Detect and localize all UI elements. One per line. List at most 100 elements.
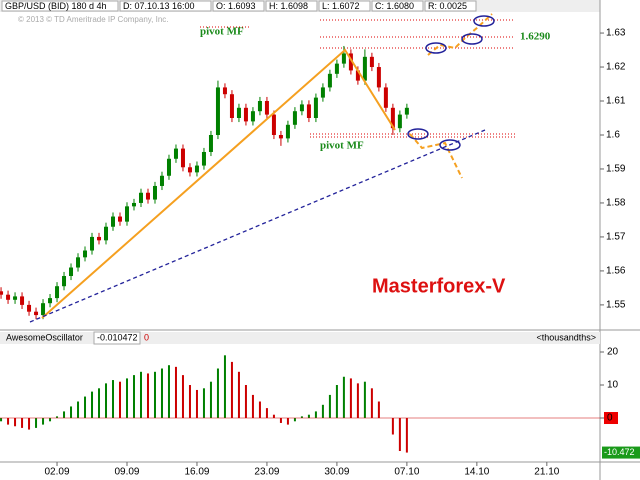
reading-box [93,331,141,345]
y-tick-label: 1.57 [606,232,626,243]
oscillator-bar [251,394,254,419]
candle-body [264,101,269,115]
candle-body [62,276,67,287]
oscillator-bar [70,406,73,419]
info-text: GBP/USD (BID) 180 d 4h [5,1,107,11]
info-box [371,0,424,12]
oscillator-bar [244,385,247,419]
oscillator-reading: -0.010472 [97,332,138,342]
y-tick-label: 1.62 [606,62,626,73]
x-tick-label: 02.09 [45,467,70,478]
x-tick-label: 21.10 [534,467,559,478]
oscillator-bar [0,332,600,344]
oscillator-bar [188,385,191,419]
oscillator-bar [63,411,66,419]
candle-body [111,216,116,227]
candle-body [173,148,178,159]
candle-body [145,192,150,200]
candle-body [76,257,81,268]
info-text: H: 1.6098 [269,1,308,11]
candle-body [299,104,304,112]
y-tick-label: 1.61 [606,96,626,107]
oscillator-bar [321,404,324,419]
oscillator-bar [398,418,401,452]
oscillator-bar [91,391,94,419]
oscillator-bar [293,418,296,422]
oscillator-bar [181,375,184,419]
oscillator-bar [223,355,226,419]
y-tick-label: 1.59 [606,164,626,175]
oscillator-bar [342,376,345,419]
candle-body [222,87,227,95]
oscillator-bar [28,418,31,430]
oscillator-bar [112,380,115,419]
oscillator-bar [370,388,373,419]
oscillator-bar [377,401,380,419]
info-text: O: 1.6093 [216,1,256,11]
candle-body [83,250,88,258]
candle-body [187,167,192,173]
candle-body [208,134,213,152]
oscillator-bar [174,366,177,419]
oscillator-bar [14,418,17,427]
candle-body [55,286,60,299]
candle-body [201,151,206,166]
annotation: pivot MF [200,26,244,38]
oscillator-bar [272,414,275,419]
info-box [318,0,371,12]
oscillator-bar [237,371,240,419]
oscillator-bar [286,418,289,425]
info-text: R: 0.0025 [428,1,467,11]
candle-body [13,296,18,300]
candle-body [327,73,332,88]
candle-body [285,124,290,139]
info-box [1,0,119,12]
candle-body [118,216,122,222]
candle-body [131,202,136,207]
y-tick-label: 20 [607,347,619,358]
marker-ellipse [473,15,495,27]
x-tick-label: 23.09 [254,467,279,478]
marker-ellipse [425,42,447,54]
y-tick-label: 1.56 [606,266,626,277]
oscillator-bar [98,388,101,419]
candle-body [257,101,262,112]
x-tick-label: 14.10 [464,467,489,478]
zero-box [604,412,618,425]
info-text: D: 07.10.13 16:00 [123,1,195,11]
candle-body [243,107,248,122]
wave-line [41,48,396,319]
oscillator-bar [56,416,59,419]
candle-body [104,226,109,241]
forecast-path [427,13,493,56]
oscillator-bar [7,418,10,425]
candle-body [0,291,4,295]
annotation: Masterforex-V [372,275,506,297]
info-box [212,0,265,12]
last-value-box [602,446,640,459]
oscillator-bar [265,408,268,419]
candle-body [20,296,25,305]
y-tick-label: 1.63 [606,28,626,39]
oscillator-bar [35,418,38,428]
candle-body [320,87,325,98]
candle-body [138,192,143,203]
oscillator-bar [328,394,331,419]
candle-body [348,53,353,71]
candle-body [90,236,95,251]
annotation: 1.6290 [520,31,551,43]
oscillator-bar [391,418,394,435]
oscillator-bar [160,368,163,419]
y-tick-label: 10 [607,380,619,391]
oscillator-bar [300,416,303,419]
oscillator-bar [279,418,282,423]
candle-body [27,304,32,312]
candle-body [341,53,346,64]
info-box [119,0,212,12]
oscillator-bar [84,396,87,419]
marker-ellipse [461,33,483,45]
candle-body [180,148,185,168]
oscillator-bar [167,365,170,419]
candle-body [194,165,199,173]
